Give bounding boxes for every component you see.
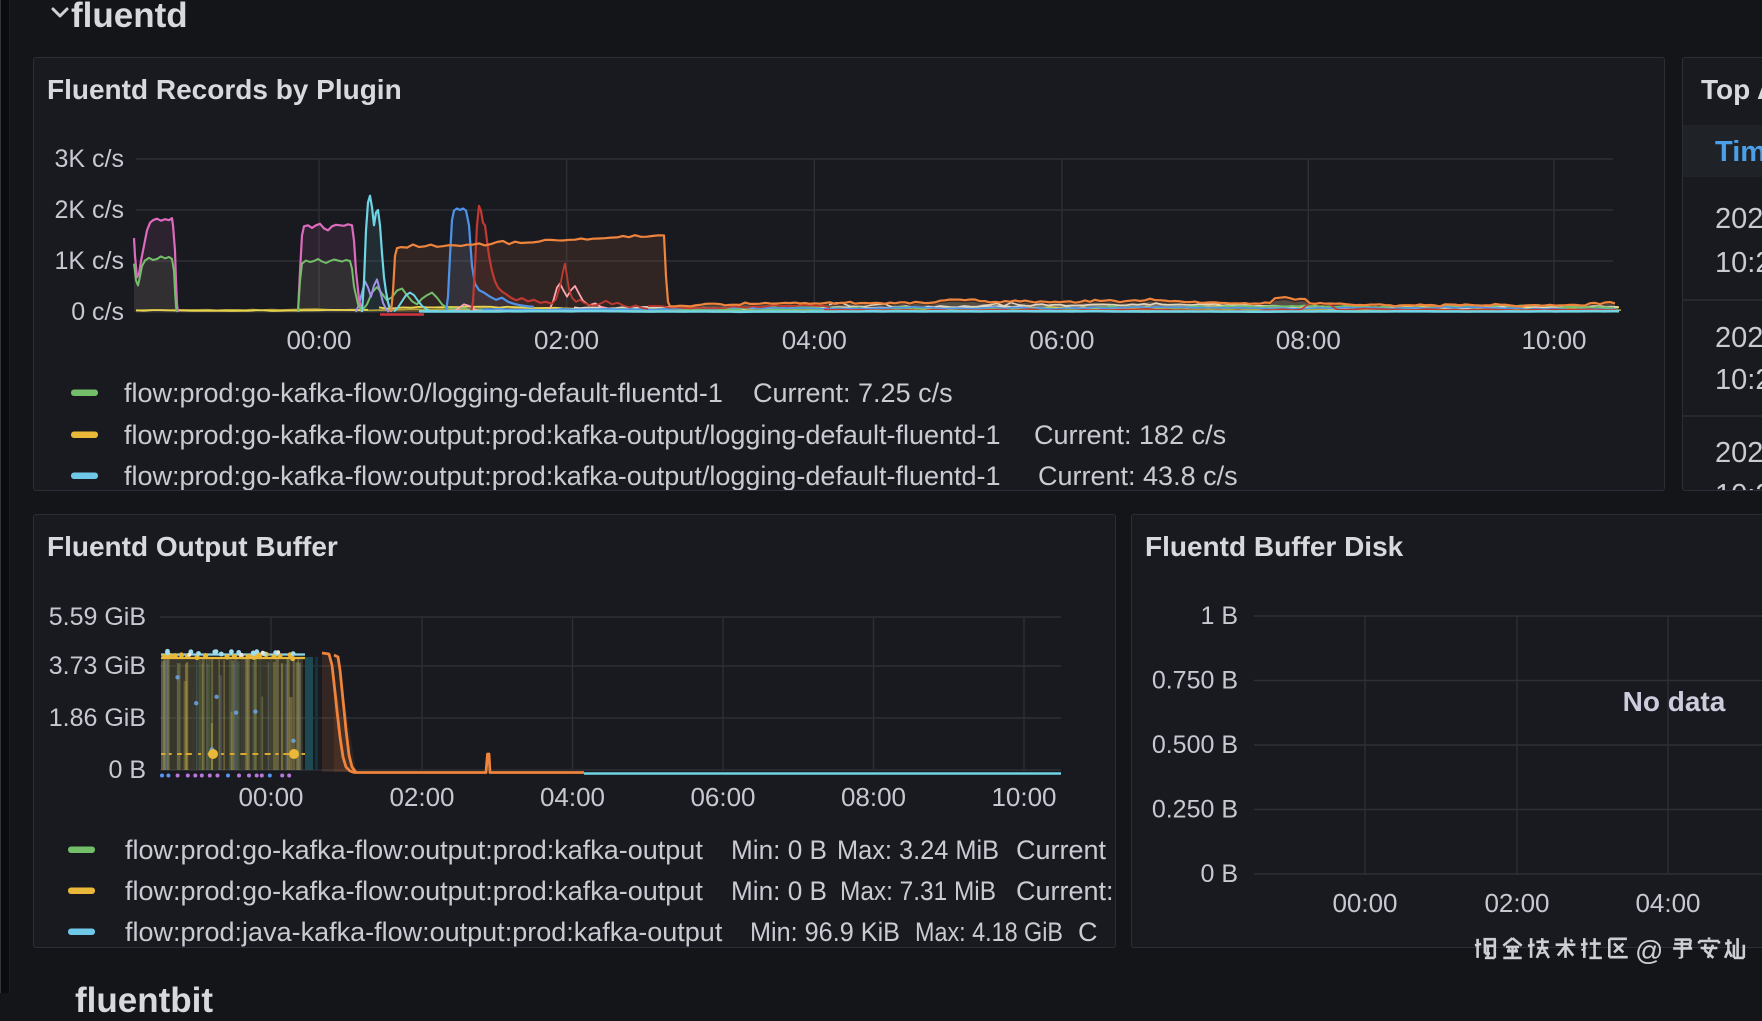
svg-text:04:00: 04:00: [1635, 888, 1700, 918]
svg-text:04:00: 04:00: [782, 325, 847, 355]
svg-text:flow:prod:go-kafka-flow:output: flow:prod:go-kafka-flow:output:prod:kafk…: [124, 461, 1001, 491]
svg-text:Max: 3.24 MiB: Max: 3.24 MiB: [837, 835, 999, 865]
svg-text:0 B: 0 B: [1200, 860, 1238, 888]
svg-text:2023-1: 2023-1: [1715, 203, 1762, 235]
svg-text:Current:: Current:: [1016, 876, 1114, 906]
svg-text:2023-1: 2023-1: [1715, 322, 1762, 354]
svg-text:flow:prod:go-kafka-flow:output: flow:prod:go-kafka-flow:output:prod:kafk…: [125, 835, 703, 865]
svg-text:Time: Time: [1715, 136, 1762, 168]
svg-text:Current: Current: [1016, 835, 1107, 865]
svg-text:Current: 43.8 c/s: Current: 43.8 c/s: [1038, 461, 1238, 491]
svg-text:04:00: 04:00: [540, 782, 605, 812]
svg-text:Max: 7.31 MiB: Max: 7.31 MiB: [840, 876, 996, 906]
svg-text:10:00: 10:00: [991, 782, 1056, 812]
svg-text:Min: 0 B: Min: 0 B: [731, 835, 827, 865]
svg-text:02:00: 02:00: [389, 782, 454, 812]
svg-text:2023-1: 2023-1: [1715, 437, 1762, 469]
svg-text:0.250 B: 0.250 B: [1152, 796, 1238, 824]
svg-text:C: C: [1078, 917, 1098, 947]
svg-text:10:00: 10:00: [1521, 325, 1586, 355]
svg-text:0.500 B: 0.500 B: [1152, 731, 1238, 759]
svg-text:5.59 GiB: 5.59 GiB: [49, 603, 146, 631]
svg-text:0 B: 0 B: [108, 756, 146, 784]
svg-text:00:00: 00:00: [1332, 888, 1397, 918]
svg-text:flow:prod:go-kafka-flow:0/logg: flow:prod:go-kafka-flow:0/logging-defaul…: [124, 378, 723, 408]
svg-text:Min: 0 B: Min: 0 B: [731, 876, 827, 906]
svg-text:flow:prod:java-kafka-flow:outp: flow:prod:java-kafka-flow:output:prod:ka…: [125, 917, 723, 947]
svg-text:3.73 GiB: 3.73 GiB: [49, 652, 146, 680]
svg-text:Max: 4.18 GiB: Max: 4.18 GiB: [915, 917, 1063, 947]
svg-text:Current: 7.25 c/s: Current: 7.25 c/s: [753, 378, 953, 408]
svg-text:06:00: 06:00: [1029, 325, 1094, 355]
svg-text:00:00: 00:00: [286, 325, 351, 355]
svg-text:0.750 B: 0.750 B: [1152, 667, 1238, 695]
svg-text:3K c/s: 3K c/s: [55, 145, 124, 173]
svg-text:Current: 182 c/s: Current: 182 c/s: [1034, 420, 1226, 450]
svg-text:10:21:: 10:21:: [1715, 247, 1762, 279]
svg-text:Min: 96.9 KiB: Min: 96.9 KiB: [750, 917, 900, 947]
svg-text:08:00: 08:00: [1276, 325, 1341, 355]
svg-text:flow:prod:go-kafka-flow:output: flow:prod:go-kafka-flow:output:prod:kafk…: [125, 876, 703, 906]
svg-text:flow:prod:go-kafka-flow:output: flow:prod:go-kafka-flow:output:prod:kafk…: [124, 420, 1001, 450]
svg-text:00:00: 00:00: [238, 782, 303, 812]
svg-text:0 c/s: 0 c/s: [71, 298, 124, 326]
svg-text:10:21:: 10:21:: [1715, 364, 1762, 396]
svg-text:No data: No data: [1623, 686, 1726, 717]
svg-text:06:00: 06:00: [690, 782, 755, 812]
svg-text:02:00: 02:00: [534, 325, 599, 355]
svg-text:1K c/s: 1K c/s: [55, 247, 124, 275]
svg-text:1.86 GiB: 1.86 GiB: [49, 704, 146, 732]
svg-text:1 B: 1 B: [1200, 602, 1238, 630]
svg-text:08:00: 08:00: [841, 782, 906, 812]
svg-text:02:00: 02:00: [1484, 888, 1549, 918]
svg-text:10:2: 10:2: [1715, 479, 1762, 491]
svg-text:2K c/s: 2K c/s: [55, 196, 124, 224]
